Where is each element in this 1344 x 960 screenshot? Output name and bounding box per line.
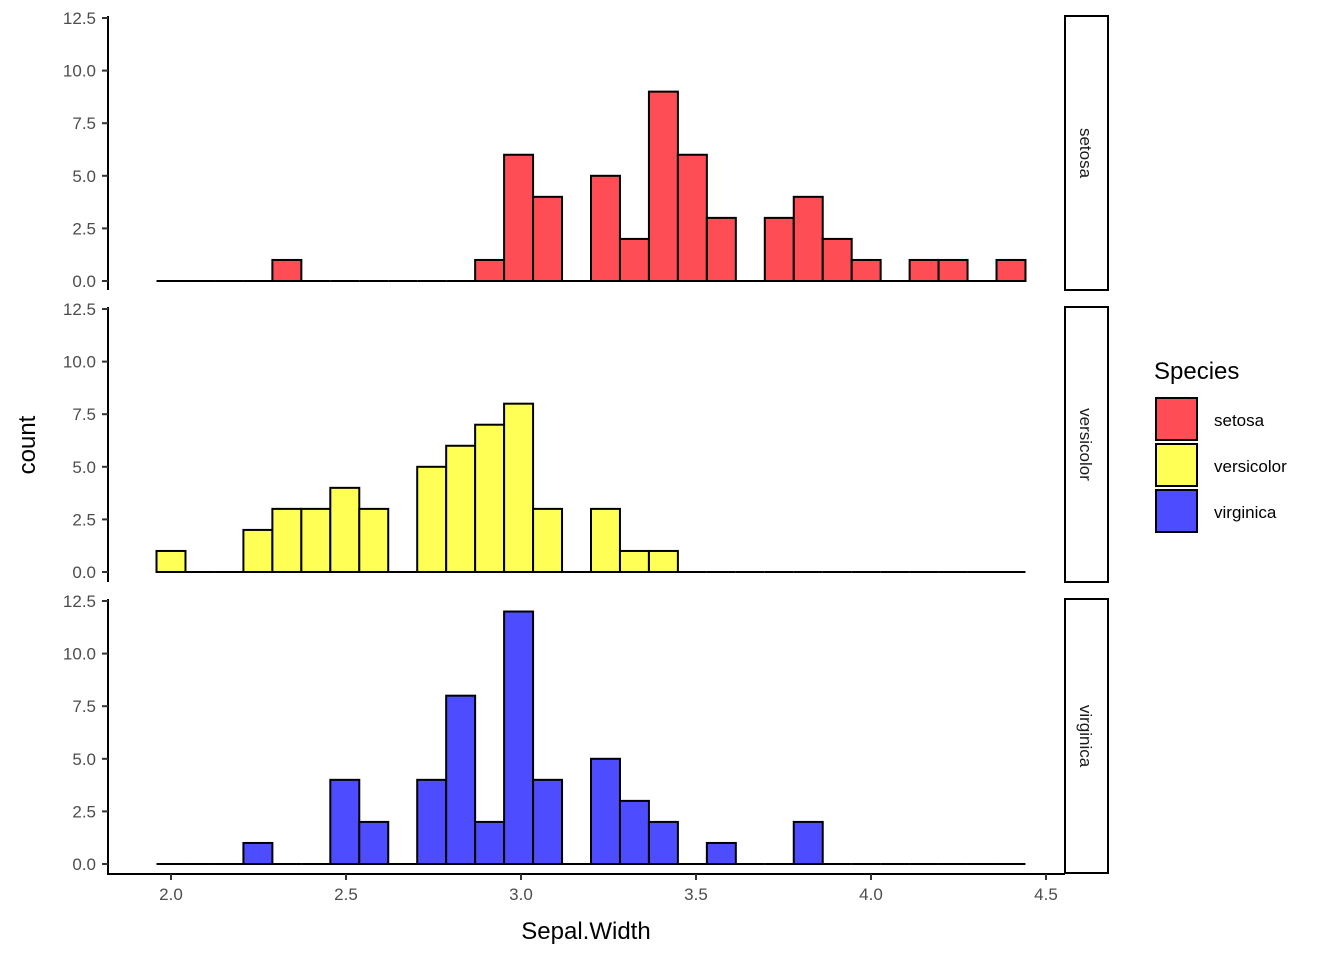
- y-tick-label: 7.5: [72, 697, 96, 716]
- histogram-bar: [445, 444, 477, 574]
- legend-key-versicolor: [1155, 443, 1198, 487]
- histogram-bar: [271, 507, 303, 574]
- histogram-bar: [474, 258, 506, 282]
- x-axis: 2.0 2.5 3.0 3.5 4.0 4.5: [107, 873, 1065, 904]
- histogram-bar: [618, 237, 650, 282]
- legend-label-setosa: setosa: [1214, 411, 1265, 430]
- y-tick-label: 0.0: [72, 855, 96, 874]
- histogram-bar: [792, 820, 824, 865]
- y-tick-label: 5.0: [72, 458, 96, 477]
- facet-strip-label: setosa: [1076, 128, 1095, 179]
- histogram-bar: [908, 258, 940, 282]
- histogram-bar: [937, 258, 969, 282]
- histogram-bar: [590, 174, 621, 282]
- histogram-bar: [503, 610, 535, 866]
- y-tick-label: 10.0: [63, 645, 96, 664]
- histogram-bar: [416, 465, 448, 573]
- histogram-bar: [532, 195, 564, 282]
- y-tick-label: 7.5: [72, 405, 96, 424]
- y-tick-label: 2.5: [72, 219, 96, 238]
- y-tick-label: 12.5: [63, 592, 96, 611]
- histogram-bar: [647, 549, 679, 574]
- histogram-bar: [647, 820, 679, 865]
- panel-virginica: 0.0 2.5 5.0 7.5 10.0 12.5 virginica: [63, 592, 1109, 874]
- histogram-bar: [271, 258, 303, 282]
- histogram-bar: [474, 820, 506, 865]
- y-tick-label: 2.5: [72, 802, 96, 821]
- histogram-bar: [590, 757, 621, 865]
- histogram-bar: [676, 153, 708, 282]
- y-tick-label: 5.0: [72, 750, 96, 769]
- histogram-bar: [445, 694, 477, 865]
- legend-label-virginica: virginica: [1214, 503, 1277, 522]
- histogram-bar: [532, 778, 564, 866]
- histogram-bar: [590, 507, 621, 574]
- histogram-bar: [242, 841, 274, 866]
- histogram-bar: [474, 423, 506, 573]
- histogram-bar: [618, 549, 650, 574]
- facet-strip: [1064, 598, 1109, 874]
- facet-strip-label: virginica: [1076, 705, 1095, 768]
- legend: Species setosa versicolor virginica: [1154, 358, 1287, 533]
- y-tick-label: 0.0: [72, 272, 96, 291]
- facet-strip: [1064, 306, 1109, 583]
- x-tick-label: 3.0: [509, 885, 533, 904]
- panel-versicolor: 0.0 2.5 5.0 7.5 10.0 12.5 versicolor: [63, 300, 1109, 583]
- histogram-bar: [618, 799, 650, 866]
- legend-key-virginica: [1155, 489, 1198, 533]
- x-tick-label: 4.5: [1034, 885, 1058, 904]
- histogram-bar: [329, 778, 361, 866]
- y-tick-label: 2.5: [72, 510, 96, 529]
- histogram-bar: [416, 778, 448, 866]
- histogram-bar: [503, 153, 535, 282]
- x-tick-label: 4.0: [859, 885, 883, 904]
- y-tick-label: 7.5: [72, 114, 96, 133]
- x-axis-title: Sepal.Width: [521, 918, 650, 945]
- x-tick-label: 2.5: [334, 885, 358, 904]
- histogram-bar: [821, 237, 853, 282]
- histogram-bar: [242, 528, 274, 573]
- y-tick-label: 0.0: [72, 563, 96, 582]
- histogram-bar: [705, 841, 737, 866]
- histogram-bar: [503, 402, 535, 573]
- facet-strip: [1064, 15, 1109, 291]
- y-tick-label: 5.0: [72, 167, 96, 186]
- histogram-bar: [155, 549, 187, 574]
- histogram-bar: [995, 258, 1027, 282]
- legend-title: Species: [1154, 358, 1239, 385]
- histogram-bar: [300, 507, 332, 574]
- facet-strip-label: versicolor: [1076, 408, 1095, 481]
- y-tick-label: 10.0: [63, 353, 96, 372]
- histogram-bar: [532, 507, 564, 574]
- histogram-bar: [358, 507, 390, 574]
- histogram-bar: [850, 258, 882, 282]
- y-axis-title: count: [14, 415, 41, 474]
- histogram-bar: [647, 90, 679, 282]
- legend-label-versicolor: versicolor: [1214, 457, 1287, 476]
- histogram-bar: [329, 486, 361, 573]
- panels: 0.0 2.5 5.0 7.5 10.0 12.5 setosa 0.0 2.5 5.0 7.5 10…: [63, 9, 1109, 874]
- y-tick-label: 12.5: [63, 9, 96, 28]
- histogram-bar: [705, 216, 737, 283]
- panel-setosa: 0.0 2.5 5.0 7.5 10.0 12.5 setosa: [63, 9, 1109, 291]
- legend-key-setosa: [1155, 397, 1198, 441]
- histogram-bar: [763, 216, 795, 283]
- y-tick-label: 12.5: [63, 300, 96, 319]
- histogram-bar: [792, 195, 824, 282]
- histogram-bar: [358, 820, 390, 865]
- x-tick-label: 2.0: [159, 885, 183, 904]
- x-tick-label: 3.5: [684, 885, 708, 904]
- y-tick-label: 10.0: [63, 62, 96, 81]
